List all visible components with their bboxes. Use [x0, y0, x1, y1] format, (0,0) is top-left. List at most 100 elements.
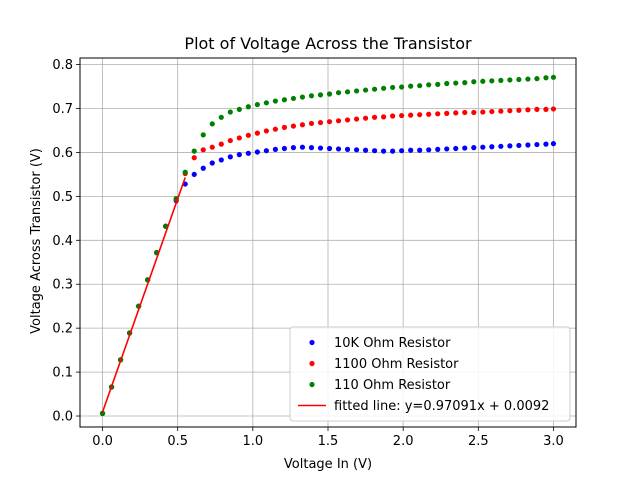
x-tick-label: 1.0 — [243, 434, 264, 449]
y-axis-ticks: 0.0 0.1 0.2 0.3 0.4 0.5 0.6 0.7 0.8 — [52, 58, 80, 425]
data-point — [435, 81, 441, 87]
data-point — [353, 88, 360, 94]
data-point — [489, 108, 495, 115]
data-point — [498, 77, 504, 84]
data-point — [308, 93, 315, 99]
data-point — [516, 107, 522, 113]
data-point — [227, 137, 233, 144]
data-point — [444, 80, 450, 87]
data-point — [462, 145, 468, 151]
data-point — [408, 147, 414, 153]
legend-entry: 110 Ohm Resistor — [334, 378, 451, 393]
data-point — [417, 112, 423, 118]
data-point — [317, 145, 324, 151]
y-tick-label: 0.4 — [52, 234, 73, 249]
data-point — [550, 106, 557, 112]
data-point — [209, 144, 215, 150]
data-point — [507, 143, 513, 149]
data-point — [326, 91, 333, 97]
data-point — [272, 146, 278, 152]
data-point — [209, 121, 215, 127]
data-point — [191, 148, 197, 154]
data-point — [543, 106, 549, 112]
data-point — [254, 130, 260, 136]
data-point — [308, 145, 315, 151]
data-point — [550, 74, 557, 80]
x-tick-label: 0.5 — [167, 434, 188, 449]
data-point — [507, 108, 513, 114]
data-point — [453, 110, 459, 116]
data-point — [263, 100, 269, 106]
data-point — [335, 90, 342, 96]
data-point — [353, 116, 360, 122]
data-point — [525, 142, 531, 148]
data-point — [516, 76, 522, 83]
x-axis-ticks: 0.0 0.5 1.0 1.5 2.0 2.5 3.0 — [92, 427, 564, 449]
series-3 — [101, 177, 186, 413]
data-point — [344, 117, 351, 123]
y-tick-label: 0.8 — [52, 58, 73, 73]
data-point — [362, 87, 369, 93]
data-point — [550, 141, 557, 147]
data-point — [362, 147, 369, 153]
data-point — [200, 165, 206, 171]
data-point — [453, 145, 459, 152]
series-2 — [99, 74, 557, 416]
data-point — [480, 109, 486, 115]
data-point — [227, 154, 233, 160]
fitted-line — [101, 177, 186, 413]
data-point — [218, 141, 224, 147]
data-point — [371, 86, 378, 92]
data-point — [471, 145, 477, 151]
data-point — [444, 146, 450, 152]
data-point — [390, 113, 396, 119]
data-point — [326, 119, 333, 125]
data-point — [245, 150, 251, 156]
x-tick-label: 3.0 — [543, 434, 564, 449]
y-tick-label: 0.0 — [52, 410, 73, 425]
data-point — [317, 92, 324, 98]
data-point — [335, 146, 342, 152]
data-point — [218, 114, 224, 120]
data-point — [399, 148, 405, 154]
data-point — [227, 109, 233, 115]
legend: 10K Ohm Resistor 1100 Ohm Resistor 110 Ohm… — [289, 326, 571, 422]
data-point — [254, 101, 260, 108]
x-tick-label: 2.5 — [468, 434, 489, 449]
data-point — [245, 132, 251, 138]
data-point — [245, 104, 251, 110]
data-point — [299, 122, 306, 128]
data-point — [290, 145, 297, 151]
data-point — [426, 82, 432, 88]
chart-title: Plot of Voltage Across the Transistor — [184, 34, 472, 53]
data-point — [371, 114, 378, 120]
data-point — [344, 146, 351, 152]
data-point — [408, 112, 414, 118]
data-point — [399, 112, 405, 119]
data-point — [525, 76, 531, 82]
data-point — [543, 75, 549, 81]
legend-entry: fitted line: y=0.97091x + 0.0092 — [334, 399, 549, 414]
legend-entry: 1100 Ohm Resistor — [334, 357, 459, 372]
data-point — [417, 147, 423, 153]
data-point — [200, 147, 206, 153]
data-point — [543, 141, 549, 147]
data-point — [534, 106, 540, 112]
data-point — [525, 107, 531, 113]
data-point — [516, 142, 522, 149]
data-point — [426, 147, 432, 153]
data-point — [471, 109, 477, 116]
y-tick-label: 0.1 — [52, 366, 73, 381]
x-axis-label: Voltage In (V) — [284, 457, 372, 472]
data-point — [435, 111, 441, 117]
series-layer — [99, 74, 557, 416]
y-tick-label: 0.6 — [52, 146, 73, 161]
legend-swatch-dot — [309, 381, 315, 388]
legend-box — [289, 326, 571, 422]
y-tick-label: 0.5 — [52, 190, 73, 205]
data-point — [453, 80, 459, 86]
data-point — [299, 94, 306, 100]
data-point — [200, 132, 206, 138]
data-point — [417, 83, 423, 89]
